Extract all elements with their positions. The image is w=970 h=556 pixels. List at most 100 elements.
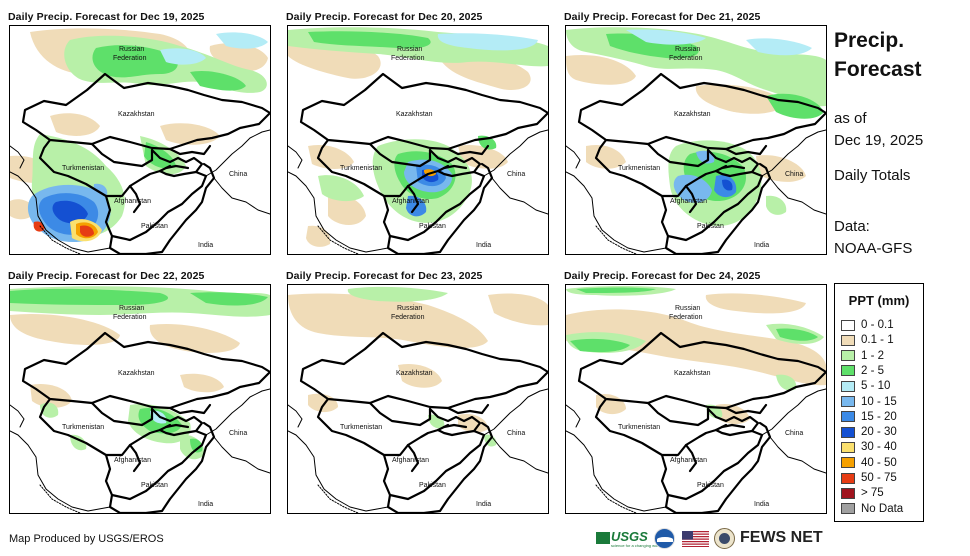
label-turkmenistan: Turkmenistan	[340, 165, 383, 172]
legend-item: > 75	[841, 486, 884, 500]
legend-label: 10 - 15	[861, 395, 897, 408]
legend-label: 20 - 30	[861, 426, 897, 439]
label-kazakhstan: Kazakhstan	[118, 370, 155, 377]
label-kazakhstan: Kazakhstan	[396, 370, 433, 377]
label-kazakhstan: Kazakhstan	[674, 111, 711, 118]
legend-label: 0 - 0.1	[861, 319, 894, 331]
data-source: NOAA-GFS	[834, 240, 913, 257]
label-pakistan: Pakistan	[419, 223, 446, 230]
usgs-wordmark: USGS	[611, 529, 648, 544]
precip-map: Russian Federation Kazakhstan Turkmenist…	[9, 25, 271, 255]
legend-label: No Data	[861, 502, 904, 515]
legend-swatch	[841, 396, 855, 407]
legend-label: > 75	[861, 487, 884, 500]
label-india: India	[476, 501, 492, 508]
label-afghanistan: Afghanistan	[392, 198, 429, 205]
label-china: China	[507, 171, 526, 178]
precip-map-graphic	[10, 285, 270, 513]
precip-map: Russian Federation Kazakhstan Turkmenist…	[565, 25, 827, 255]
usgs-tagline: science for a changing world	[611, 543, 662, 548]
legend-swatch	[841, 457, 855, 469]
legend-item: 1 - 2	[841, 349, 884, 363]
as-of-date: Dec 19, 2025	[834, 132, 924, 149]
legend-item: 15 - 20	[841, 410, 897, 424]
label-turkmenistan: Turkmenistan	[618, 165, 661, 172]
fews-net-wordmark: FEWS NET	[740, 529, 823, 546]
partner-logos: USGS science for a changing world FEWS N…	[596, 528, 826, 550]
legend-label: 1 - 2	[861, 349, 885, 362]
precip-map: Russian Federation Kazakhstan Turkmenist…	[287, 25, 549, 255]
forecast-title-line2: Forecast	[834, 58, 922, 81]
map-credit: Map Produced by USGS/EROS	[9, 533, 164, 545]
legend-label: 30 - 40	[861, 441, 897, 454]
precip-map-graphic	[10, 26, 270, 254]
as-of-label: as of	[834, 110, 867, 127]
label-federation: Federation	[113, 314, 147, 321]
label-federation: Federation	[669, 314, 703, 321]
legend-label: 15 - 20	[861, 410, 897, 423]
label-turkmenistan: Turkmenistan	[618, 424, 661, 431]
label-pakistan: Pakistan	[697, 223, 724, 230]
legend-item: 5 - 10	[841, 379, 890, 393]
legend-item: 0 - 0.1	[841, 318, 894, 332]
us-flag-icon	[682, 531, 709, 547]
label-russian: Russian	[397, 305, 423, 312]
usgs-mark-icon	[596, 532, 610, 544]
legend-item: No Data	[841, 502, 903, 516]
precip-map-graphic	[566, 285, 826, 513]
label-turkmenistan: Turkmenistan	[62, 165, 105, 172]
label-pakistan: Pakistan	[141, 223, 168, 230]
label-china: China	[507, 430, 526, 437]
forecast-panel-dec-23: Daily Precip. Forecast for Dec 23, 2025 …	[286, 270, 549, 515]
panel-title: Daily Precip. Forecast for Dec 19, 2025	[8, 11, 205, 23]
label-russian: Russian	[397, 46, 423, 53]
legend-swatch	[841, 503, 855, 515]
label-turkmenistan: Turkmenistan	[62, 424, 105, 431]
legend-item: 10 - 15	[841, 395, 897, 409]
legend-label: 2 - 5	[861, 364, 885, 377]
legend-swatch	[841, 350, 855, 362]
label-india: India	[476, 242, 492, 249]
label-russian: Russian	[675, 305, 701, 312]
forecast-panel-dec-24: Daily Precip. Forecast for Dec 24, 2025 …	[564, 270, 827, 515]
legend-label: 50 - 75	[861, 472, 897, 484]
label-kazakhstan: Kazakhstan	[674, 370, 711, 377]
legend-item: 2 - 5	[841, 364, 884, 378]
panel-title: Daily Precip. Forecast for Dec 23, 2025	[286, 270, 483, 282]
label-kazakhstan: Kazakhstan	[396, 111, 433, 118]
noaa-logo-icon	[654, 528, 675, 549]
legend-swatch	[841, 319, 855, 331]
forecast-panel-dec-20: Daily Precip. Forecast for Dec 20, 2025 …	[286, 11, 549, 256]
label-china: China	[785, 430, 804, 437]
label-india: India	[198, 242, 214, 249]
label-pakistan: Pakistan	[419, 482, 446, 489]
daily-totals-label: Daily Totals	[834, 167, 911, 184]
precip-map: Russian Federation Kazakhstan Turkmenist…	[565, 284, 827, 514]
label-afghanistan: Afghanistan	[114, 198, 151, 205]
panel-title: Daily Precip. Forecast for Dec 22, 2025	[8, 270, 205, 282]
label-turkmenistan: Turkmenistan	[340, 424, 383, 431]
forecast-title-line1: Precip.	[834, 29, 905, 52]
label-afghanistan: Afghanistan	[670, 198, 707, 205]
precip-map-graphic	[288, 26, 548, 254]
legend-label: 40 - 50	[861, 456, 897, 469]
data-label: Data:	[834, 218, 870, 235]
forecast-panel-dec-19: Daily Precip. Forecast for Dec 19, 2025	[8, 11, 271, 256]
legend-swatch	[841, 411, 855, 423]
label-china: China	[785, 171, 804, 178]
label-afghanistan: Afghanistan	[114, 457, 151, 464]
precip-map: Russian Federation Kazakhstan Turkmenist…	[287, 284, 549, 514]
legend-item: 20 - 30	[841, 425, 897, 439]
label-pakistan: Pakistan	[697, 482, 724, 489]
precip-map-graphic	[566, 26, 826, 254]
legend-swatch	[841, 441, 855, 453]
forecast-panel-dec-22: Daily Precip. Forecast for Dec 22, 2025 …	[8, 270, 271, 515]
legend-item: 40 - 50	[841, 456, 897, 470]
legend-label: 5 - 10	[861, 380, 891, 393]
legend-item: 30 - 40	[841, 440, 897, 454]
label-pakistan: Pakistan	[141, 482, 168, 489]
label-federation: Federation	[391, 314, 425, 321]
panel-title: Daily Precip. Forecast for Dec 20, 2025	[286, 11, 483, 23]
legend-swatch	[841, 334, 855, 346]
label-federation: Federation	[113, 55, 147, 62]
